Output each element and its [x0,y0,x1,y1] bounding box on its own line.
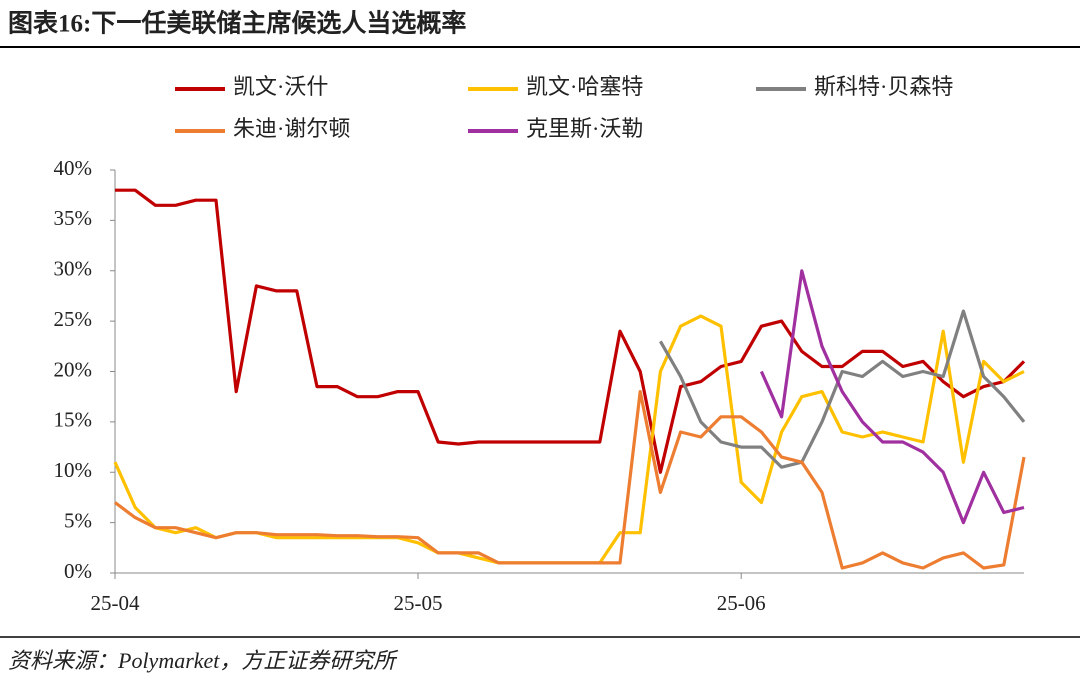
y-tick-label: 25% [54,307,93,331]
legend-label: 朱迪·谢尔顿 [233,116,350,141]
series-line [659,309,1026,469]
series-line [759,269,1025,525]
y-tick-label: 30% [54,257,93,281]
x-tick-label: 25-06 [717,591,766,615]
y-tick-label: 0% [64,559,92,583]
y-tick-label: 5% [64,508,92,532]
y-tick-label: 10% [54,458,93,482]
y-tick-label: 35% [54,206,93,230]
series-line [113,314,1025,565]
series-line [115,188,1026,474]
series-line [114,390,1026,570]
legend-label: 凯文·沃什 [233,74,328,99]
legend-label: 克里斯·沃勒 [526,116,643,141]
source-note: 资料来源：Polymarket，方正证券研究所 [8,648,398,673]
y-tick-label: 15% [54,408,93,432]
x-tick-label: 25-05 [394,591,443,615]
x-tick-label: 25-04 [91,591,140,615]
y-tick-label: 40% [54,156,93,180]
chart-title: 图表16:下一任美联储主席候选人当选概率 [8,9,466,38]
legend-label: 斯科特·贝森特 [814,74,953,99]
y-tick-label: 20% [54,357,93,381]
legend-label: 凯文·哈塞特 [526,74,643,99]
